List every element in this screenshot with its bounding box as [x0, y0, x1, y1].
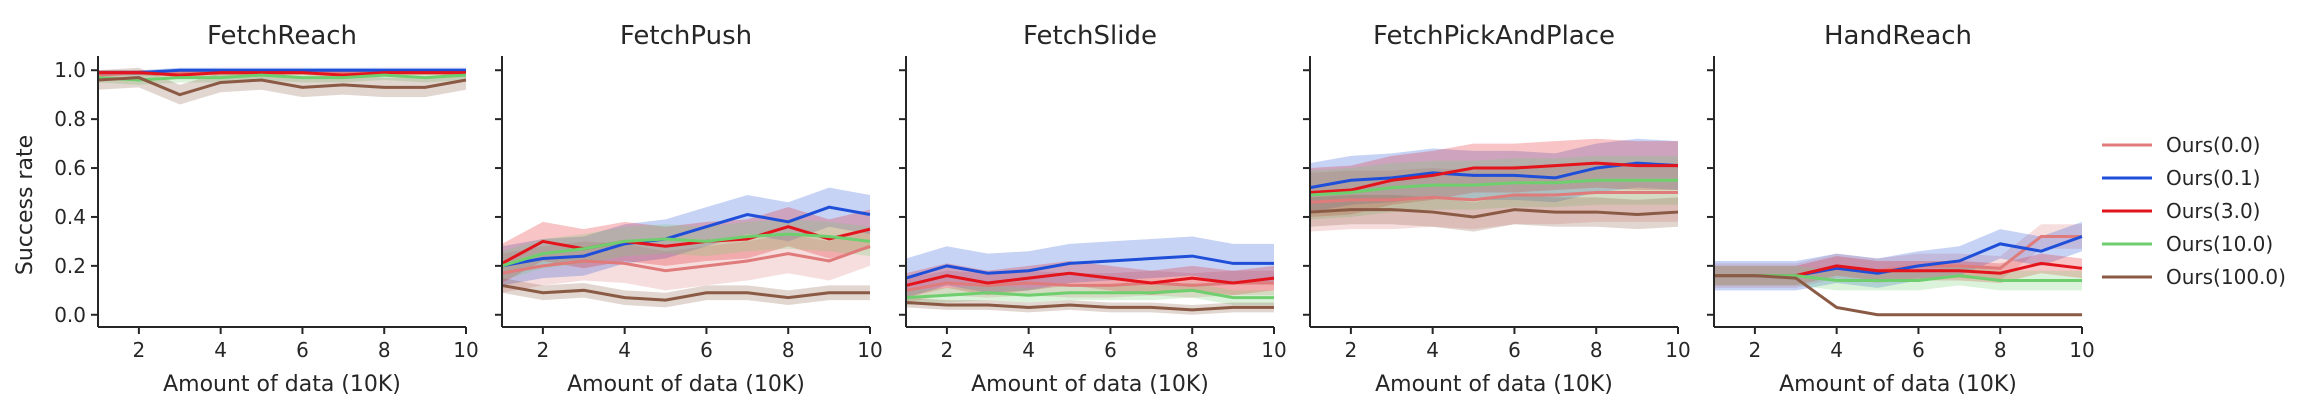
series-band [906, 260, 1274, 298]
x-tick-label: 6 [1508, 338, 1521, 362]
series-line [905, 288, 1274, 300]
x-tick-label: 6 [296, 338, 309, 362]
x-tick-label: 6 [700, 338, 713, 362]
subplot-FetchPickAndPlace: FetchPickAndPlace 2 4 6 8 10 Amount of data (1… [1303, 21, 1691, 397]
series-line [97, 76, 467, 97]
x-tick-label: 8 [782, 338, 795, 362]
subplot-title: FetchReach [207, 21, 357, 51]
legend-label: Ours(0.0) [2166, 133, 2260, 157]
subplot-title: HandReach [1824, 21, 1972, 51]
series-line [905, 301, 1274, 312]
series-line [501, 283, 870, 302]
subplot-title: FetchSlide [1023, 21, 1157, 51]
x-tick-label: 8 [1590, 338, 1603, 362]
x-axis-label: Amount of data (10K) [971, 372, 1209, 397]
subplot-title: FetchPickAndPlace [1373, 21, 1615, 51]
series-line [1309, 178, 1678, 197]
legend-label: Ours(10.0) [2166, 232, 2273, 256]
x-tick-label: 10 [2069, 338, 2094, 362]
series-line [501, 205, 871, 268]
subplot-title: FetchPush [620, 21, 752, 51]
x-tick-label: 8 [1186, 338, 1199, 362]
x-axis-label: Amount of data (10K) [1779, 372, 2017, 397]
y-tick-label: 0.2 [54, 254, 86, 278]
x-tick-label: 8 [1994, 338, 2007, 362]
x-tick-label: 6 [1104, 338, 1117, 362]
x-tick-label: 2 [1749, 338, 1762, 362]
legend-label: Ours(100.0) [2166, 265, 2286, 289]
x-tick-label: 2 [133, 338, 146, 362]
y-tick-label: 1.0 [54, 58, 86, 82]
series-band [502, 226, 870, 293]
x-tick-label: 2 [941, 338, 954, 362]
y-tick-label: 0.6 [54, 156, 86, 180]
series-line [905, 271, 1275, 287]
x-tick-label: 2 [537, 338, 550, 362]
series-line [501, 244, 871, 275]
subplot-FetchSlide: FetchSlide 2 4 6 8 10 Amount of data (10K) [899, 21, 1287, 397]
y-tick-label: 0.4 [54, 205, 86, 229]
series-line [98, 68, 466, 75]
subplot-FetchReach: FetchReach 0.0 0.2 0.4 0.6 0.8 1.0 2 4 6 8 10 Amount… [54, 21, 479, 397]
series-band [98, 67, 466, 105]
y-axis-label: Success rate [13, 135, 38, 275]
series-line [97, 73, 467, 82]
x-axis-label: Amount of data (10K) [163, 372, 401, 397]
x-tick-label: 10 [453, 338, 478, 362]
subplots: FetchReach 0.0 0.2 0.4 0.6 0.8 1.0 2 4 6 8 10 Amount… [54, 21, 2095, 397]
x-tick-label: 2 [1345, 338, 1358, 362]
series-line [1714, 274, 2082, 317]
legend: Ours(0.0) Ours(0.1) Ours(3.0) Ours(10.0) Our… [2102, 133, 2286, 289]
x-tick-label: 6 [1912, 338, 1925, 362]
series-band [1310, 138, 1678, 217]
x-axis-label: Amount of data (10K) [567, 372, 805, 397]
x-tick-label: 10 [1665, 338, 1690, 362]
series-line [1309, 161, 1678, 194]
series-line [501, 232, 871, 268]
subplot-HandReach: HandReach 2 4 6 8 10 Amount of data (10K) [1707, 21, 2095, 397]
series-line [98, 71, 466, 77]
legend-label: Ours(3.0) [2166, 199, 2260, 223]
x-tick-label: 8 [378, 338, 391, 362]
subplot-FetchPush: FetchPush 2 4 6 8 10 Amount of data (10K) [495, 21, 883, 397]
series-line [501, 225, 871, 265]
x-tick-label: 10 [857, 338, 882, 362]
y-tick-label: 0.0 [54, 303, 86, 327]
x-tick-label: 4 [1022, 338, 1035, 362]
legend-label: Ours(0.1) [2166, 166, 2260, 190]
series-line [1309, 191, 1678, 204]
series-line [905, 254, 1274, 280]
x-tick-label: 4 [1426, 338, 1439, 362]
x-tick-label: 4 [1830, 338, 1843, 362]
x-tick-label: 4 [214, 338, 227, 362]
x-tick-label: 10 [1261, 338, 1286, 362]
x-axis-label: Amount of data (10K) [1375, 372, 1613, 397]
y-tick-label: 0.8 [54, 107, 86, 131]
series-line [1309, 208, 1679, 219]
series-band [502, 278, 870, 308]
series-line [905, 281, 1274, 292]
x-tick-label: 4 [618, 338, 631, 362]
